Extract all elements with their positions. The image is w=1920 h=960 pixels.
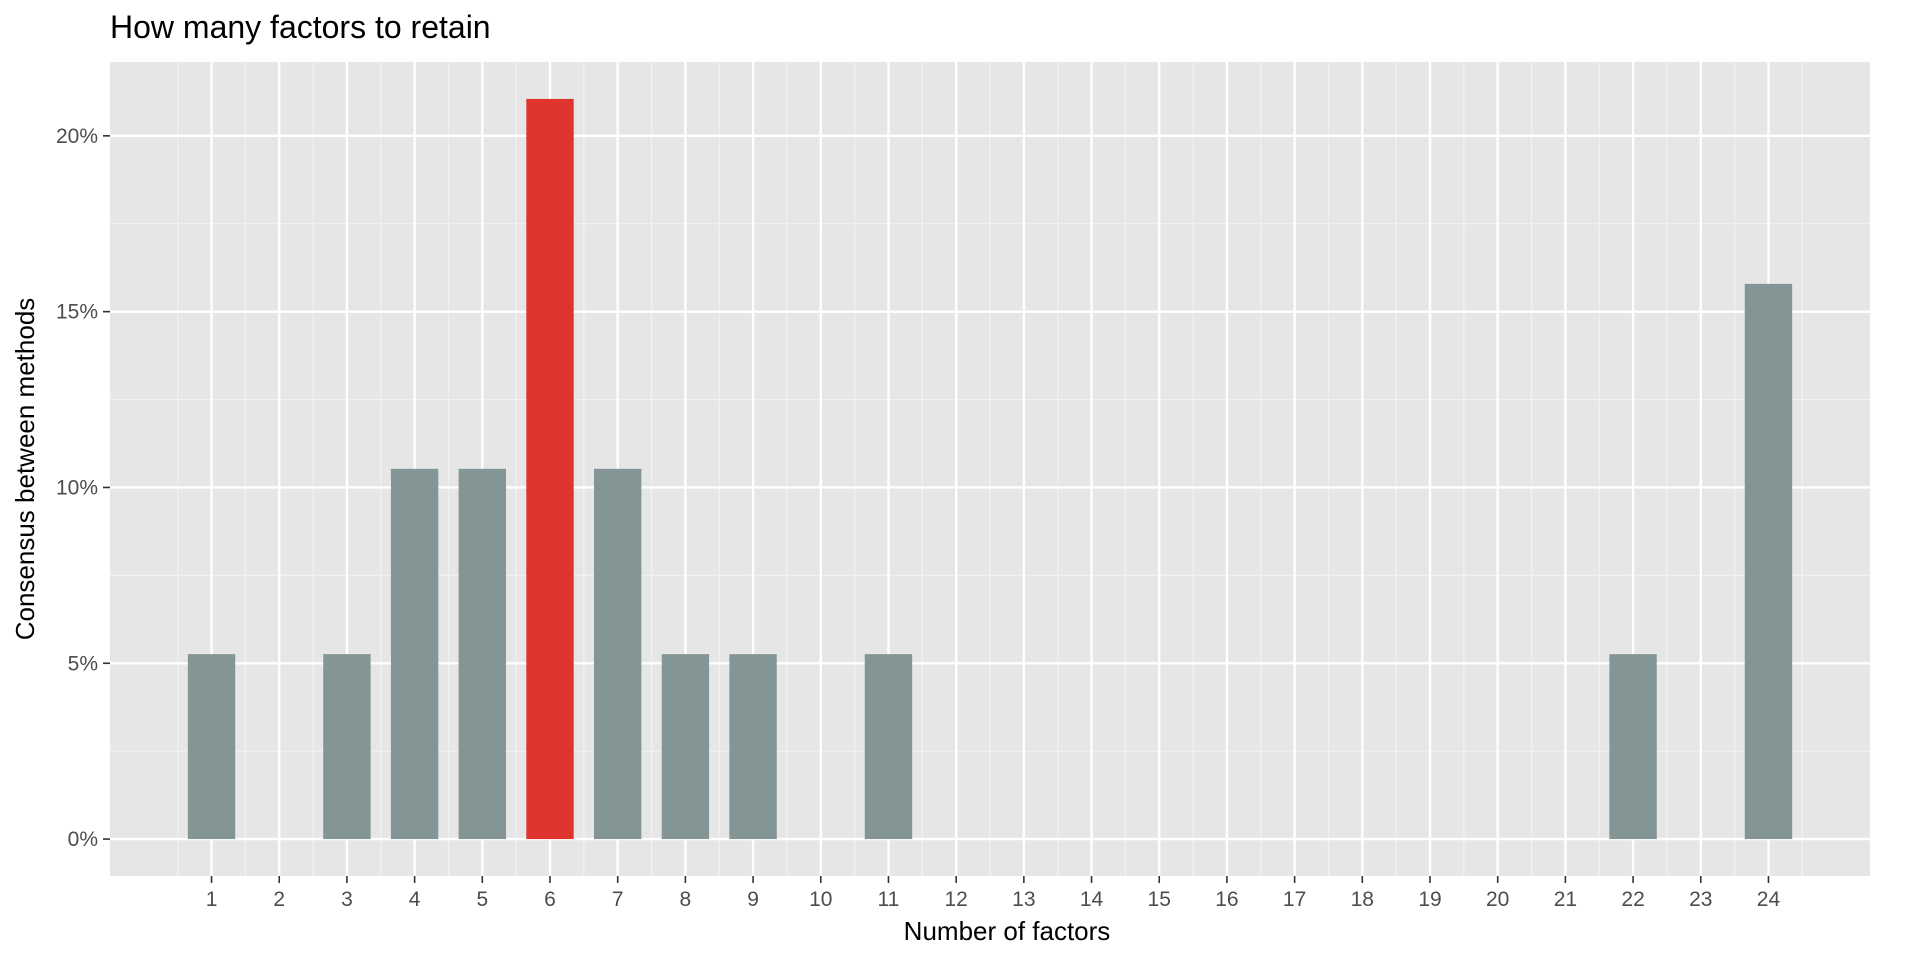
- x-tick-label: 6: [544, 888, 556, 911]
- x-tick-label: 11: [878, 888, 900, 911]
- x-tick-label: 19: [1418, 888, 1441, 911]
- bar-7: [594, 468, 642, 840]
- y-tick-label: 10%: [56, 476, 98, 499]
- y-tick-label: 5%: [68, 652, 98, 675]
- x-tick-label: 22: [1621, 888, 1644, 911]
- x-tick-label: 14: [1080, 888, 1104, 911]
- bar-1: [187, 654, 236, 840]
- x-tick-label: 3: [341, 888, 353, 911]
- x-tick-label: 7: [612, 888, 624, 911]
- bar-8: [661, 654, 710, 840]
- chart-title: How many factors to retain: [110, 9, 491, 45]
- x-tick-label: 2: [273, 888, 285, 911]
- bar-9: [729, 654, 777, 840]
- y-tick-label: 20%: [56, 125, 98, 148]
- x-tick-label: 16: [1215, 888, 1238, 911]
- x-tick-label: 15: [1148, 888, 1171, 911]
- x-tick-label: 23: [1689, 888, 1712, 911]
- x-tick-label: 13: [1012, 888, 1035, 911]
- y-tick-label: 15%: [56, 301, 98, 324]
- bar-5: [458, 468, 506, 840]
- x-axis-label: Number of factors: [904, 916, 1111, 946]
- bar-22: [1609, 654, 1657, 840]
- x-tick-label: 18: [1351, 888, 1374, 911]
- bar-6: [526, 98, 574, 840]
- x-tick-label: 12: [944, 888, 967, 911]
- bar-24: [1744, 283, 1793, 840]
- x-tick-label: 20: [1486, 888, 1509, 911]
- x-tick-label: 10: [809, 888, 832, 911]
- bar-3: [323, 654, 371, 840]
- y-tick-label: 0%: [68, 828, 98, 851]
- bar-11: [864, 654, 913, 840]
- x-tick-label: 21: [1554, 888, 1577, 911]
- x-tick-label: 9: [747, 888, 759, 911]
- x-axis: 1 2 3 4 5 6 7 8 9 10 11 12 13 14 15 16 17 18 19 20 21 22 23 24: [206, 876, 1781, 911]
- x-tick-label: 17: [1283, 888, 1306, 911]
- bars: [187, 98, 1793, 840]
- x-tick-label: 24: [1757, 888, 1781, 911]
- x-tick-label: 4: [409, 888, 421, 911]
- x-tick-label: 1: [206, 888, 218, 911]
- x-tick-label: 5: [476, 888, 488, 911]
- bar-4: [390, 468, 439, 840]
- y-axis: 0% 5% 10% 15% 20%: [56, 125, 110, 851]
- y-axis-label: Consensus between methods: [10, 298, 40, 641]
- x-tick-label: 8: [680, 888, 692, 911]
